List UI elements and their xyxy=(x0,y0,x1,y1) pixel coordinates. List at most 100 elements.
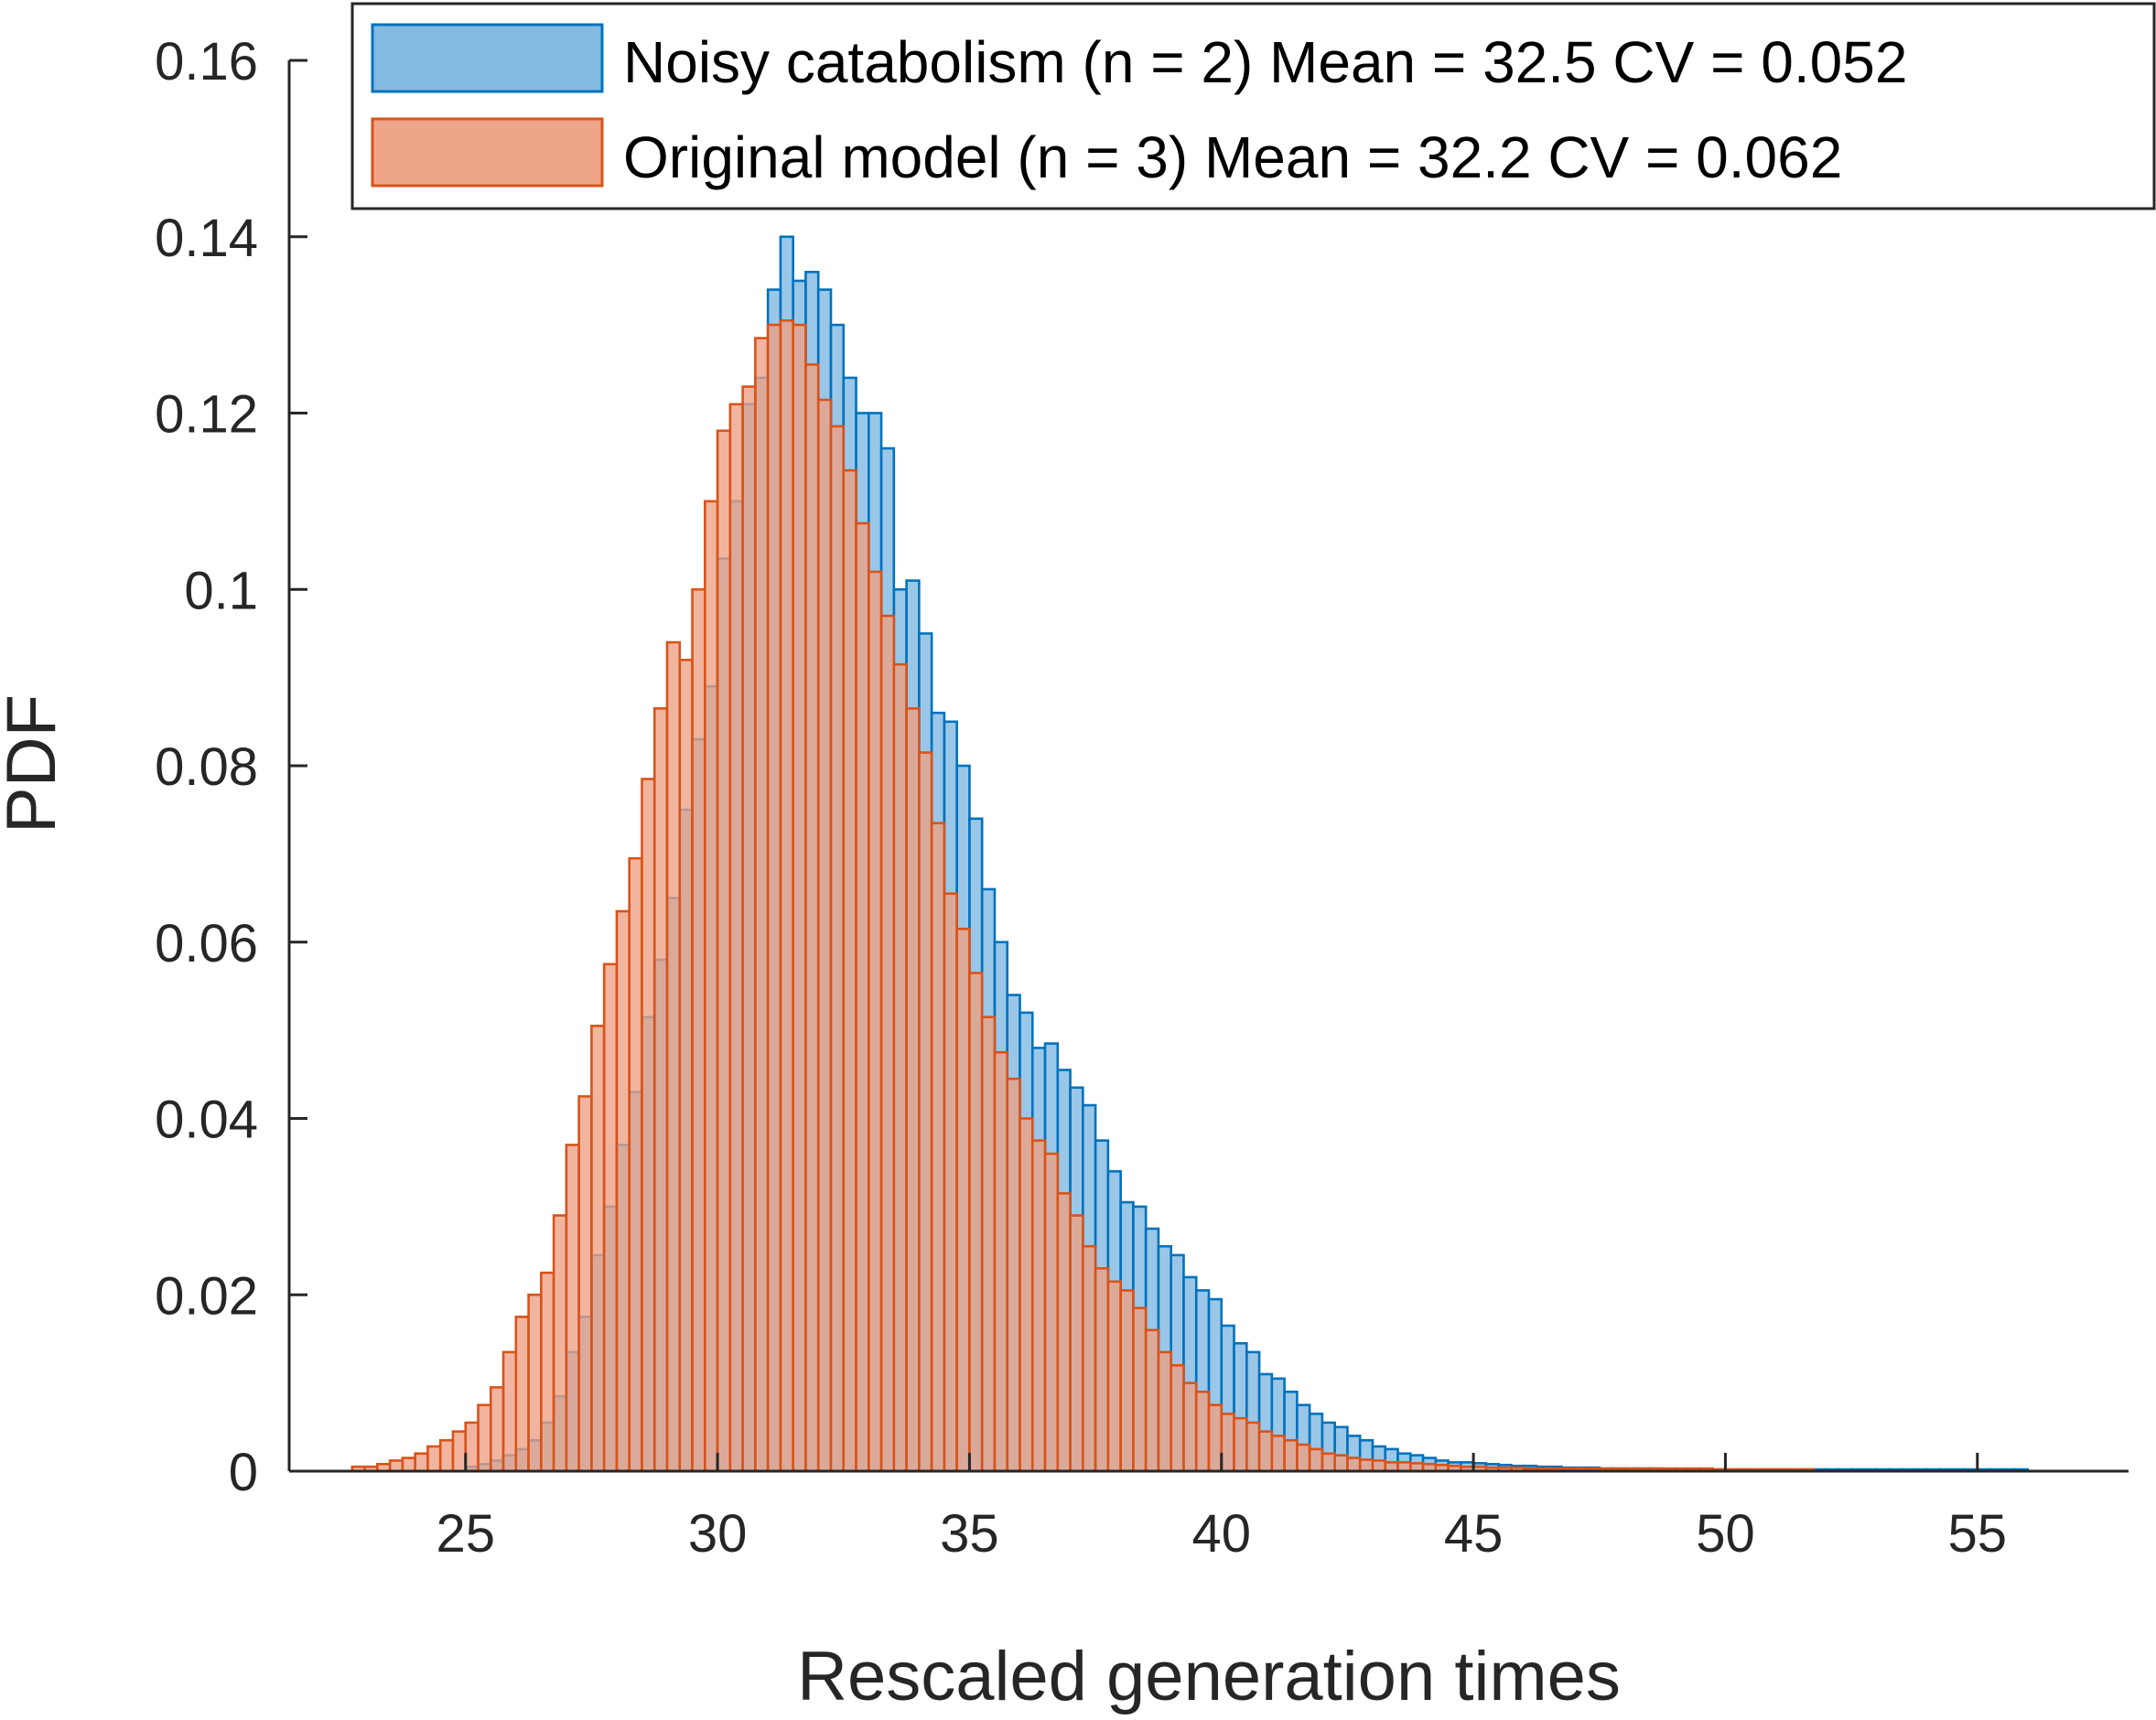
histogram-bar xyxy=(652,707,669,1473)
histogram-bar xyxy=(930,822,946,1473)
histogram-bar xyxy=(892,662,908,1473)
histogram-bar xyxy=(1043,1152,1060,1473)
histogram-bar xyxy=(704,500,719,1473)
y-tick-label: 0.06 xyxy=(155,914,258,973)
histogram-bar xyxy=(1144,1328,1160,1473)
histogram-bar xyxy=(829,425,846,1473)
histogram-bar xyxy=(728,403,744,1473)
histogram-bar xyxy=(1170,1364,1185,1473)
x-tick-label: 40 xyxy=(1192,1504,1252,1564)
axes-layer: 25 30 35 40 45 50 55 0 0.02 0.04 0.06 0.08 0.1 0.12 0.… xyxy=(155,32,2129,1564)
histogram-bar xyxy=(1308,1447,1324,1473)
histogram-bar xyxy=(665,640,682,1473)
histogram-bar xyxy=(1371,1459,1387,1473)
histogram-bar xyxy=(804,363,820,1473)
histogram-bar xyxy=(1220,1413,1235,1473)
histogram-bar xyxy=(816,398,833,1473)
histogram-bar xyxy=(1106,1280,1122,1473)
histogram-bar xyxy=(741,385,757,1473)
histogram-bar xyxy=(1233,1416,1248,1473)
histogram-bar xyxy=(1157,1350,1173,1473)
histogram-bar xyxy=(867,570,883,1473)
histogram-bar xyxy=(905,707,921,1473)
histogram-bar xyxy=(842,468,857,1473)
legend-box xyxy=(350,2,2156,210)
x-tick-label: 50 xyxy=(1696,1504,1755,1564)
histogram-bar xyxy=(1069,1214,1084,1473)
histogram-bar xyxy=(464,1421,480,1473)
histogram-bar xyxy=(1270,1435,1286,1473)
histogram-bar xyxy=(955,927,971,1473)
histogram-bar xyxy=(540,1271,555,1473)
x-tick-label: 35 xyxy=(940,1504,999,1564)
legend-label-original-model: Original model (n = 3) Mean = 32.2 CV = … xyxy=(623,124,1842,190)
series-1 xyxy=(350,319,1816,1473)
histogram-bar xyxy=(980,1016,997,1473)
histogram-bar xyxy=(678,659,694,1473)
histogram-bar xyxy=(501,1350,518,1473)
bars-layer xyxy=(350,235,2030,1473)
histogram-bar xyxy=(1030,1139,1047,1473)
histogram-bar xyxy=(1006,1077,1021,1473)
histogram-bar xyxy=(590,1025,606,1473)
y-tick-label: 0.12 xyxy=(155,385,258,445)
histogram-bar xyxy=(527,1293,543,1473)
legend-swatch-noisy-catabolism xyxy=(371,23,604,93)
histogram-bar xyxy=(1333,1454,1349,1473)
histogram-bar xyxy=(565,1144,580,1473)
histogram-bar xyxy=(1358,1458,1374,1473)
histogram-bar xyxy=(1245,1421,1261,1473)
y-tick-label: 0.1 xyxy=(184,561,258,620)
histogram-bar xyxy=(628,856,643,1473)
y-tick-label: 0.14 xyxy=(155,209,258,268)
histogram-bar xyxy=(489,1386,505,1473)
histogram-bar xyxy=(577,1095,593,1473)
histogram-bar xyxy=(1257,1430,1274,1473)
y-tick-label: 0.04 xyxy=(155,1091,258,1150)
histogram-bar xyxy=(766,323,782,1473)
histogram-bar xyxy=(1296,1443,1311,1473)
histogram-bar xyxy=(1283,1438,1299,1473)
histogram-bar xyxy=(426,1445,442,1473)
x-tick-label: 55 xyxy=(1948,1504,2008,1564)
histogram-bar xyxy=(968,972,984,1473)
y-tick-label: 0.02 xyxy=(155,1266,258,1326)
histogram-bar xyxy=(641,778,656,1473)
x-axis-title: Rescaled generation times xyxy=(797,1638,1621,1715)
histogram-bar xyxy=(691,587,706,1473)
histogram-bar xyxy=(401,1457,416,1473)
histogram-bar xyxy=(477,1403,492,1473)
x-tick-label: 25 xyxy=(436,1504,495,1564)
y-tick-label: 0 xyxy=(229,1443,258,1502)
histogram-bar xyxy=(1019,1117,1034,1473)
histogram-bar xyxy=(1321,1452,1336,1473)
histogram-bar xyxy=(1207,1403,1224,1473)
histogram-bar xyxy=(993,1050,1009,1473)
histogram-bar xyxy=(1119,1289,1135,1473)
histogram-bar xyxy=(1182,1381,1198,1473)
histogram-bar xyxy=(414,1452,429,1473)
x-tick-label: 45 xyxy=(1444,1504,1504,1564)
histogram-bar xyxy=(388,1459,404,1473)
histogram-bar xyxy=(438,1438,455,1473)
histogram-bar xyxy=(716,429,732,1473)
legend-swatch-original-model xyxy=(371,117,604,188)
histogram-bar xyxy=(451,1430,468,1473)
x-tick-label: 30 xyxy=(688,1504,748,1564)
y-tick-label: 0.08 xyxy=(155,737,258,797)
histogram-bar xyxy=(552,1214,568,1473)
histogram-bar xyxy=(754,337,770,1473)
y-tick-label: 0.16 xyxy=(155,32,258,91)
histogram-bar xyxy=(943,892,958,1473)
histogram-bar xyxy=(1056,1192,1072,1473)
histogram-bar xyxy=(879,614,896,1473)
legend: Noisy catabolism (n = 2) Mean = 32.5 CV … xyxy=(350,2,2156,210)
histogram-bar xyxy=(918,751,933,1473)
histogram-bar xyxy=(1132,1306,1148,1473)
histogram-bar xyxy=(855,521,870,1473)
histogram-bar xyxy=(1194,1390,1211,1473)
legend-label-noisy-catabolism: Noisy catabolism (n = 2) Mean = 32.5 CV … xyxy=(623,29,1907,95)
histogram-bar xyxy=(615,909,631,1473)
histogram-bar xyxy=(792,323,807,1473)
